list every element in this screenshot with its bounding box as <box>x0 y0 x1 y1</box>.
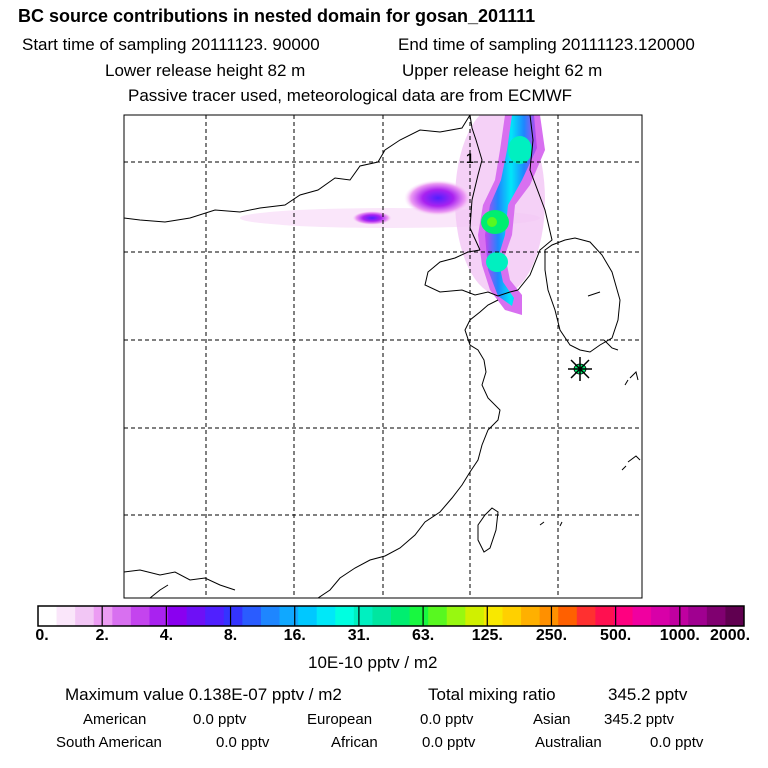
american-label: American <box>83 711 147 728</box>
colorbar-tick-label: 2. <box>95 627 109 644</box>
colorbar-tick-label: 4. <box>159 627 174 644</box>
colorbar-tick-label: 2000. <box>709 627 751 644</box>
colorbar-cell <box>483 606 503 626</box>
european-value: 0.0 pptv <box>420 711 474 728</box>
african-value: 0.0 pptv <box>422 734 476 751</box>
colorbar-cell <box>465 606 485 626</box>
south-american-value: 0.0 pptv <box>216 734 270 751</box>
colorbar-cell <box>223 606 243 626</box>
colorbar-tick-label: 16. <box>283 627 306 644</box>
colorbar-cell <box>391 606 411 626</box>
plot-title: BC source contributions in nested domain… <box>18 6 536 26</box>
coastlines <box>124 115 641 598</box>
american-value: 0.0 pptv <box>193 711 247 728</box>
colorbar-cell <box>576 606 596 626</box>
colorbar-cell <box>260 606 281 626</box>
colorbar-cell <box>725 606 745 626</box>
colorbar-cell <box>335 606 355 626</box>
colorbar-cell <box>353 606 373 626</box>
plume-blob-far-west <box>352 211 392 225</box>
colorbar-tick-label: 63. <box>411 627 435 644</box>
colorbar-cell <box>372 606 392 626</box>
colorbar-cell <box>93 606 113 626</box>
australian-label: Australian <box>535 734 602 751</box>
colorbar-cell <box>205 606 225 626</box>
colorbar-cell <box>186 606 206 626</box>
colorbar-cell <box>521 606 541 626</box>
asian-value: 345.2 pptv <box>604 711 675 728</box>
asian-label: Asian <box>533 711 571 728</box>
colorbar-tick-label: 250. <box>535 627 568 644</box>
colorbar-cell <box>168 606 188 626</box>
african-label: African <box>331 734 378 751</box>
colorbar-cell <box>539 606 559 626</box>
colorbar-tick-label: 125. <box>471 627 503 644</box>
colorbar-cell <box>595 606 615 626</box>
colorbar-cell <box>706 606 726 626</box>
end-sampling-text: End time of sampling 20111123.120000 <box>398 35 695 54</box>
colorbar-cell <box>279 606 299 626</box>
colorbar-tick-label: 500. <box>600 627 632 644</box>
total-mixing-value: 345.2 pptv <box>608 685 688 704</box>
graticule <box>124 115 642 598</box>
colorbar-cell <box>56 606 76 626</box>
upper-release-text: Upper release height 62 m <box>402 61 603 80</box>
colorbar-cell <box>149 606 169 626</box>
total-mixing-label: Total mixing ratio <box>428 685 556 704</box>
colorbar-cell <box>112 606 132 626</box>
colorbar-frame <box>37 605 745 627</box>
colorbar-cell <box>446 606 466 626</box>
start-sampling-text: Start time of sampling 20111123. 90000 <box>22 35 320 54</box>
colorbar-cell <box>502 606 522 626</box>
colorbar-cell <box>242 606 262 626</box>
colorbar-tick-label: 0. <box>35 627 49 644</box>
colorbar-tick-label: 31. <box>347 627 371 644</box>
map-frame <box>123 114 643 599</box>
colorbar-cell <box>298 606 318 626</box>
european-label: European <box>307 711 373 728</box>
australian-value: 0.0 pptv <box>650 734 704 751</box>
colorbar-cell <box>38 606 58 626</box>
colorbar-cell <box>428 606 448 626</box>
south-american-label: South American <box>56 734 162 751</box>
tracer-note-text: Passive tracer used, meteorological data… <box>128 86 573 105</box>
colorbar-cell <box>632 606 652 626</box>
colorbar-cell <box>651 606 671 626</box>
lower-release-text: Lower release height 82 m <box>105 61 306 80</box>
colorbar-tick-label: 8. <box>223 627 238 644</box>
colorbar-cell <box>613 606 634 626</box>
maximum-value-text: Maximum value 0.138E-07 pptv / m2 <box>65 685 342 704</box>
colorbar-cell <box>75 606 95 626</box>
colorbar-tick-label: 1000. <box>659 627 700 644</box>
colorbar-cell <box>316 606 336 626</box>
colorbar-unit: 10E-10 pptv / m2 <box>308 653 438 672</box>
plume-blob-west <box>404 180 472 216</box>
colorbar-cell <box>409 606 429 626</box>
colorbar-cell <box>558 606 578 626</box>
map-marker-label: 1 <box>466 150 474 166</box>
colorbar-cell <box>130 606 150 626</box>
station-asterisk-icon <box>568 357 592 381</box>
colorbar-cell <box>688 606 708 626</box>
